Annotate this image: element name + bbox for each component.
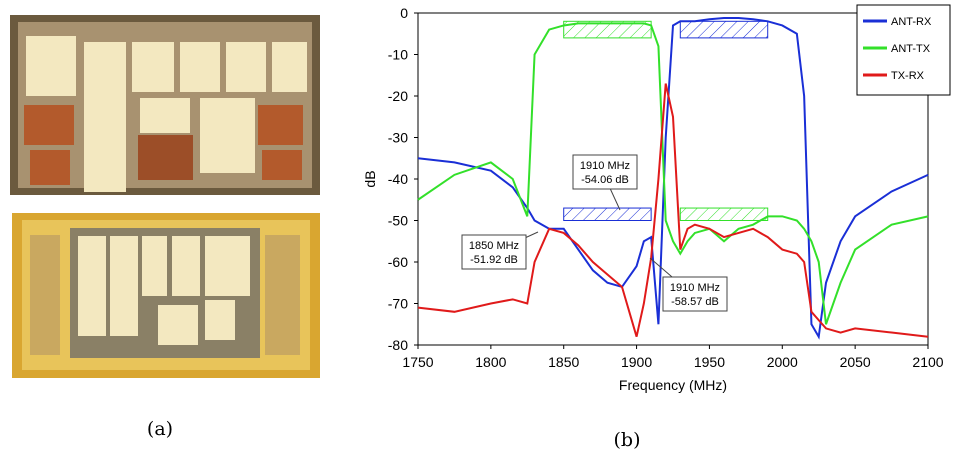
series-line (417, 22, 929, 325)
spec-mask (679, 207, 769, 222)
x-tick-label: 1750 (402, 354, 433, 370)
panel-label: (a) (147, 418, 173, 440)
series-line (417, 16, 929, 340)
annotation-text: -58.57 dB (671, 296, 719, 308)
legend-label: ANT-TX (891, 43, 931, 55)
y-tick-label: -10 (388, 47, 408, 63)
y-tick-label: -30 (388, 130, 408, 146)
y-tick-label: -50 (388, 213, 408, 229)
x-tick-label: 1950 (694, 354, 725, 370)
y-tick-label: -70 (388, 296, 408, 312)
legend-label: TX-RX (891, 70, 925, 82)
annotation-text: 1910 MHz (670, 282, 720, 294)
y-tick-label: -20 (388, 88, 408, 104)
series-line (417, 83, 929, 338)
chip-photo-top (10, 15, 320, 195)
annotation-box (662, 276, 728, 312)
x-tick-label: 1900 (621, 354, 652, 370)
x-tick-label: 1800 (475, 354, 506, 370)
chip-photo-bottom (12, 213, 320, 378)
panel-label: (b) (614, 429, 641, 451)
annotation-box (461, 234, 527, 270)
x-axis-label: Frequency (MHz) (619, 377, 727, 393)
annotation-box (572, 154, 638, 190)
spec-mask (679, 20, 769, 39)
annotation-text: 1850 MHz (469, 240, 519, 252)
annotation-text: -54.06 dB (581, 174, 629, 186)
x-tick-label: 1850 (548, 354, 579, 370)
spec-mask (563, 207, 652, 222)
y-tick-label: -80 (388, 337, 408, 353)
y-tick-label: -40 (388, 171, 408, 187)
annotation-text: -51.92 dB (470, 254, 518, 266)
x-tick-label: 2050 (840, 354, 871, 370)
y-tick-label: 0 (400, 5, 408, 21)
y-tick-label: -60 (388, 254, 408, 270)
x-tick-label: 2000 (767, 354, 798, 370)
x-tick-label: 2100 (912, 354, 943, 370)
spec-mask (563, 20, 652, 39)
legend-label: ANT-RX (891, 16, 932, 28)
y-axis-label: dB (362, 170, 378, 187)
annotation-text: 1910 MHz (580, 160, 630, 172)
